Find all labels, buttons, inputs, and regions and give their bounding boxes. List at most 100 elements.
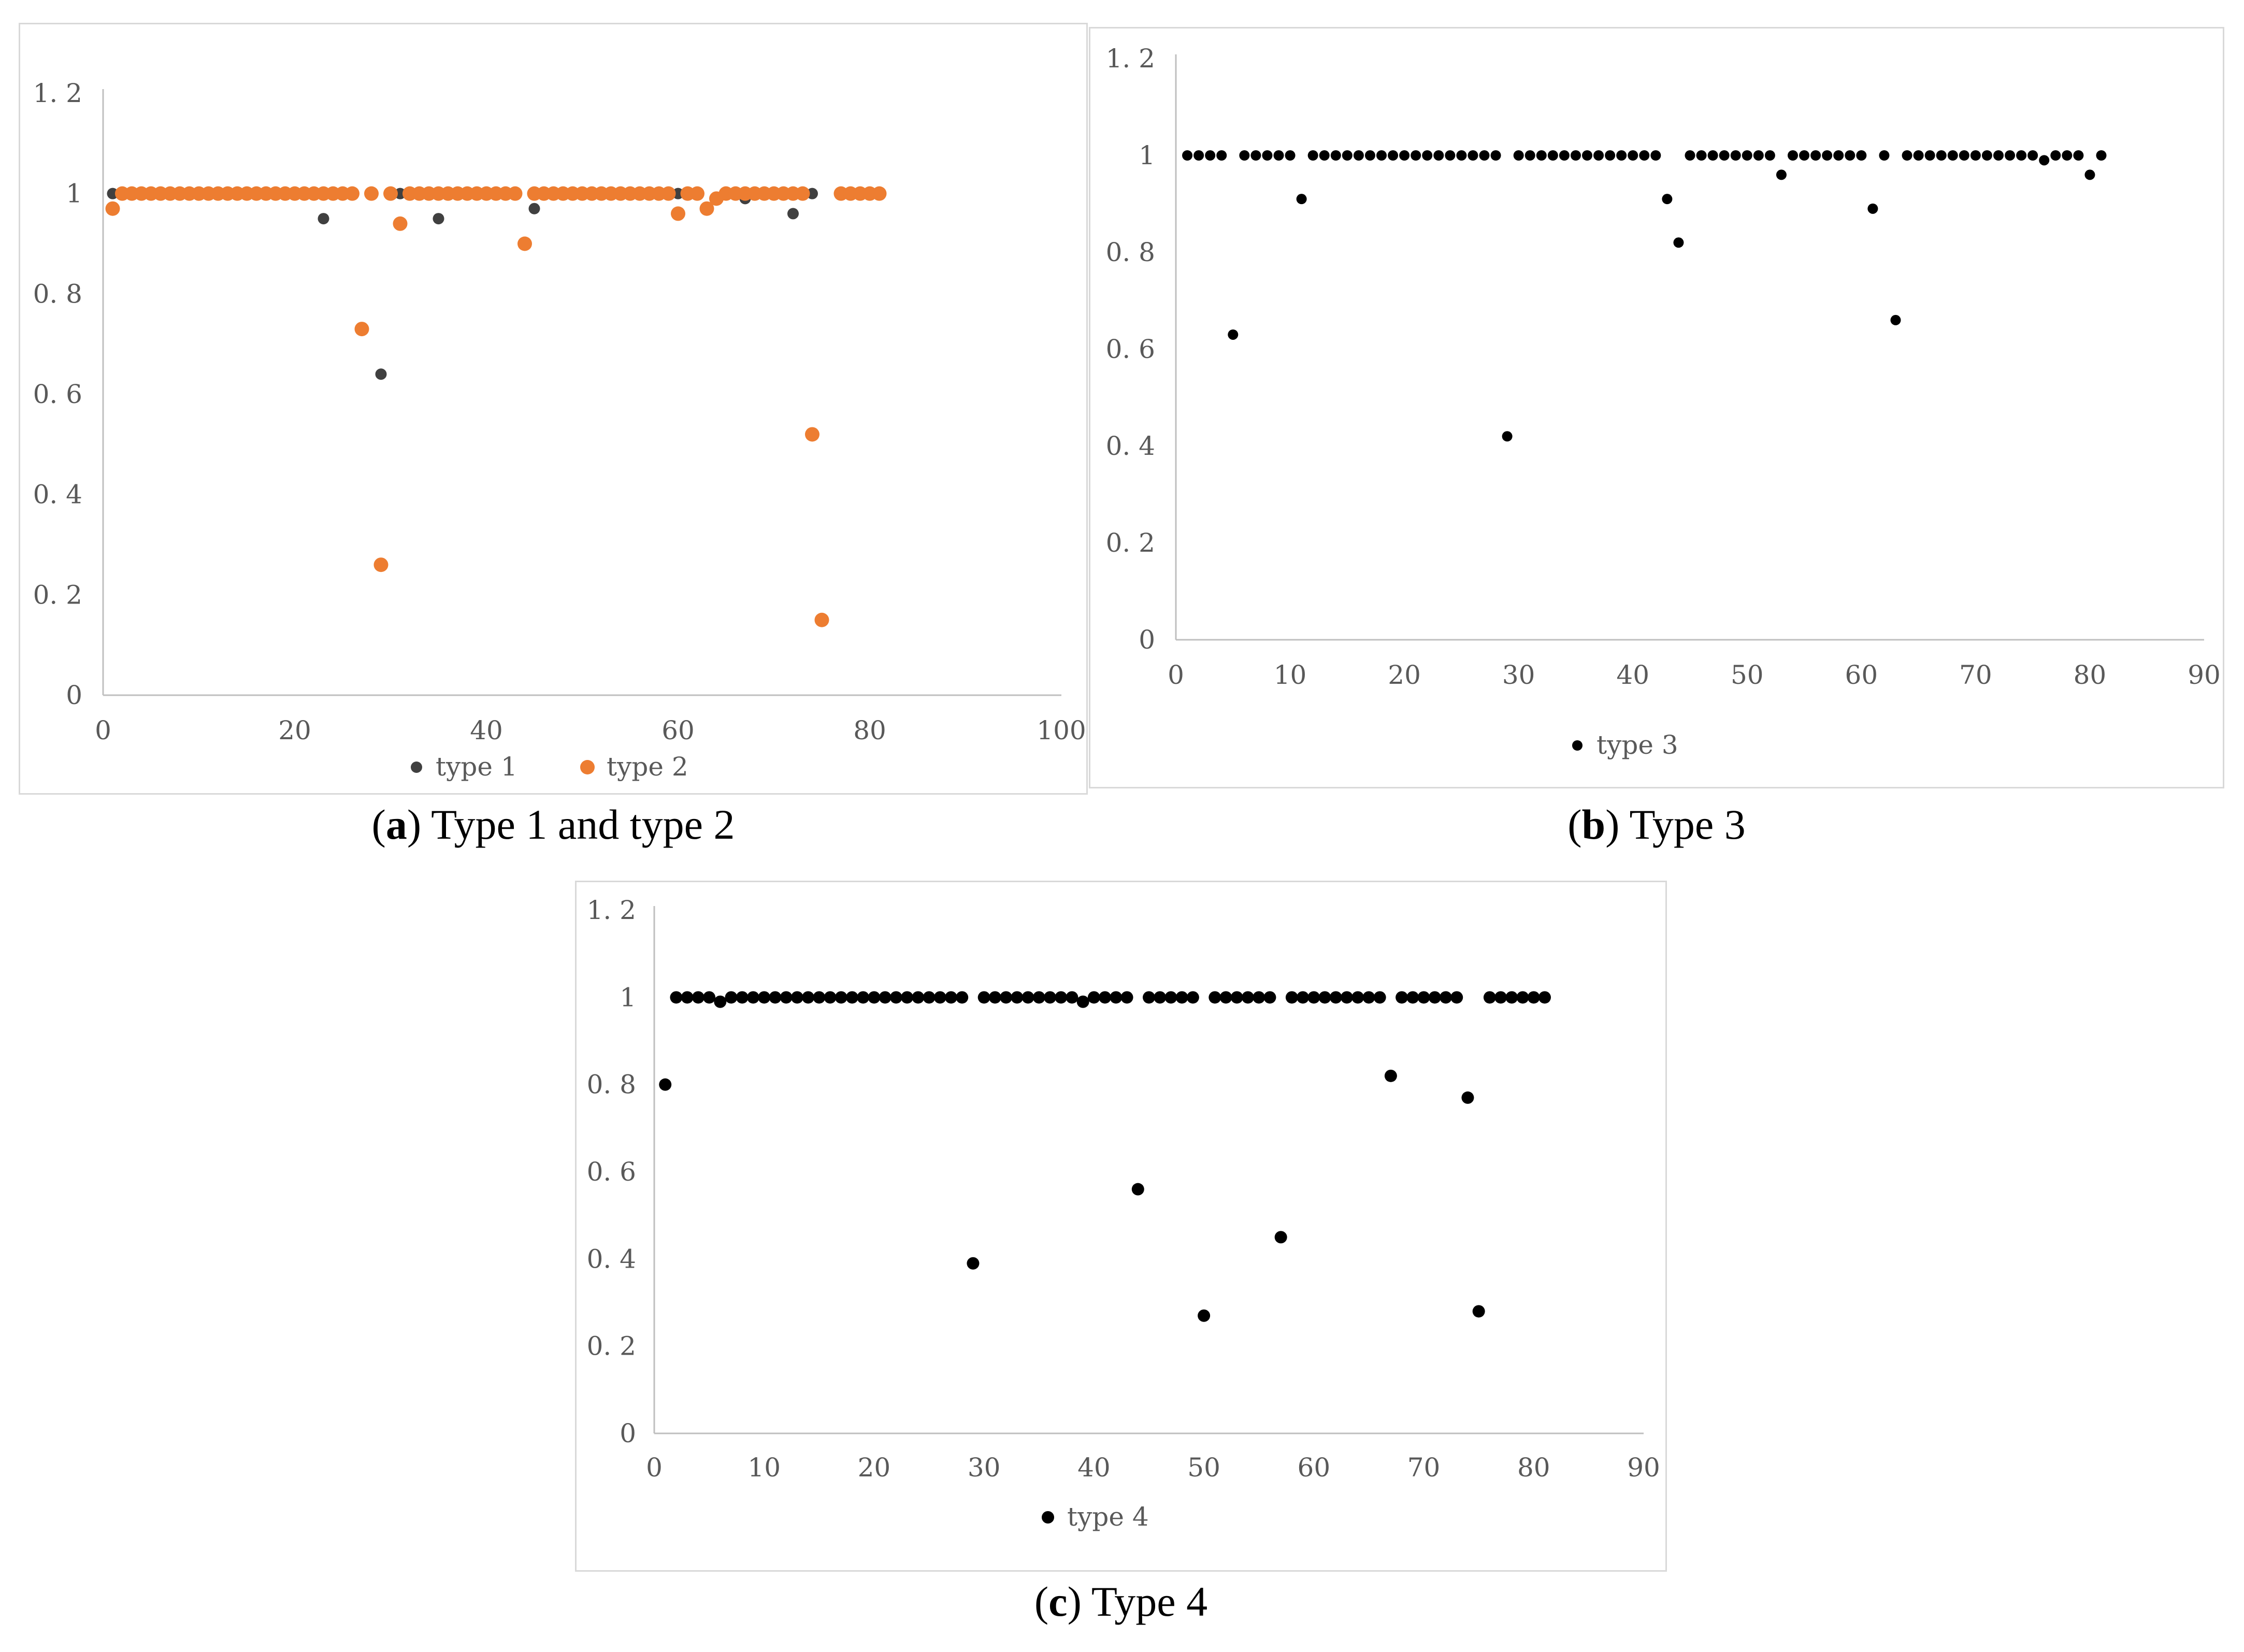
- data-point-type-4: [1011, 991, 1024, 1004]
- data-point-type-4: [1362, 991, 1375, 1004]
- data-point-type-3: [1570, 150, 1581, 161]
- data-point-type-4: [1516, 991, 1529, 1004]
- data-point-type-3: [1193, 150, 1204, 161]
- data-point-type-4: [1307, 991, 1320, 1004]
- data-point-type-4: [736, 991, 749, 1004]
- data-point-type-3: [1479, 150, 1490, 161]
- data-point-type-3: [1239, 150, 1250, 161]
- data-point-type-3: [1981, 150, 1992, 161]
- data-point-type-3: [1422, 150, 1433, 161]
- data-point-type-3: [1524, 150, 1535, 161]
- data-point-type-4: [988, 991, 1001, 1004]
- data-point-type-2: [373, 557, 389, 572]
- data-point-type-3: [1764, 150, 1775, 161]
- data-point-type-4: [923, 991, 936, 1004]
- x-tick-label: 50: [1187, 1453, 1220, 1483]
- data-point-type-4: [1186, 991, 1199, 1004]
- x-tick-label: 10: [1274, 660, 1307, 690]
- chart-b-svg: 0 0. 2 0. 4 0. 6 0. 8 1 1. 2 0 10 20 30 40 50 60 70 80 9…: [1106, 44, 2221, 760]
- data-point-type-3: [1936, 150, 1947, 161]
- x-tick-label: 100: [1037, 715, 1086, 745]
- chart-c-svg: 0 0. 2 0. 4 0. 6 0. 8 1 1. 2 0 10 20 30 40 50 60 70 80 9…: [587, 895, 1660, 1532]
- data-point-type-4: [857, 991, 870, 1004]
- data-point-type-1: [433, 213, 444, 225]
- data-point-type-4: [747, 991, 759, 1004]
- data-point-type-4: [1131, 1183, 1144, 1196]
- y-tick-label: 0: [1139, 625, 1155, 655]
- data-point-type-3: [1285, 150, 1296, 161]
- legend-marker: [1042, 1511, 1054, 1524]
- data-point-type-3: [1913, 150, 1924, 161]
- caption-b-letter: b: [1581, 801, 1606, 848]
- data-point-type-4: [835, 991, 847, 1004]
- data-point-type-3: [1228, 329, 1239, 340]
- y-tick-label: 1: [66, 179, 82, 209]
- data-point-type-3: [1776, 169, 1787, 180]
- data-point-type-4: [1417, 991, 1430, 1004]
- x-tick-label: 20: [1388, 660, 1421, 690]
- data-point-type-3: [1947, 150, 1958, 161]
- y-tick-label: 1: [1139, 140, 1155, 170]
- data-point-type-3: [1513, 150, 1524, 161]
- data-point-type-3: [1685, 150, 1695, 161]
- data-point-type-1: [672, 188, 684, 199]
- data-point-type-4: [1505, 991, 1518, 1004]
- data-point-type-3: [1411, 150, 1421, 161]
- data-point-type-2: [795, 186, 810, 201]
- data-point-type-4: [1285, 991, 1298, 1004]
- data-point-type-3: [1753, 150, 1764, 161]
- caption-b: (b) Type 3: [1567, 801, 1746, 848]
- x-tick-label: 80: [853, 715, 886, 745]
- caption-a-letter: a: [385, 801, 407, 848]
- data-point-type-4: [1440, 991, 1452, 1004]
- data-point-type-4: [846, 991, 858, 1004]
- data-point-type-4: [1341, 991, 1353, 1004]
- data-point-type-3: [1788, 150, 1798, 161]
- x-tick-label: 0: [646, 1453, 663, 1483]
- data-point-type-3: [1547, 150, 1558, 161]
- data-point-type-4: [889, 991, 902, 1004]
- data-point-type-4: [933, 991, 946, 1004]
- y-tick-label: 0. 6: [33, 379, 82, 409]
- data-point-type-4: [1110, 991, 1123, 1004]
- data-point-type-4: [879, 991, 891, 1004]
- data-point-type-4: [813, 991, 826, 1004]
- data-point-type-4: [659, 1078, 672, 1091]
- x-tick-label: 20: [858, 1453, 891, 1483]
- y-tick-label: 1. 2: [587, 895, 636, 925]
- data-point-type-3: [1742, 150, 1752, 161]
- data-point-type-4: [1154, 991, 1167, 1004]
- data-point-type-3: [1364, 150, 1375, 161]
- data-point-type-3: [1799, 150, 1810, 161]
- data-point-type-3: [1856, 150, 1867, 161]
- data-point-type-4: [977, 991, 990, 1004]
- data-point-type-4: [1087, 991, 1100, 1004]
- data-point-type-4: [1209, 991, 1221, 1004]
- data-point-type-2: [364, 186, 379, 201]
- data-point-type-3: [1502, 431, 1513, 442]
- data-point-type-3: [1730, 150, 1741, 161]
- data-point-type-4: [1527, 991, 1540, 1004]
- data-point-type-3: [1445, 150, 1456, 161]
- data-point-type-3: [1719, 150, 1730, 161]
- y-tick-label: 0. 6: [587, 1157, 636, 1187]
- y-tick-label: 0. 2: [1106, 528, 1155, 558]
- data-point-type-3: [1867, 203, 1878, 214]
- data-point-type-4: [1032, 991, 1045, 1004]
- data-point-type-3: [1182, 150, 1193, 161]
- y-tick-label: 0: [66, 680, 82, 710]
- data-point-type-3: [1205, 150, 1216, 161]
- data-point-type-3: [1559, 150, 1570, 161]
- data-point-type-3: [1582, 150, 1592, 161]
- data-point-type-3: [1216, 150, 1227, 161]
- data-point-type-2: [872, 186, 887, 201]
- data-point-type-4: [1055, 991, 1068, 1004]
- data-point-type-3: [1353, 150, 1364, 161]
- data-point-type-3: [1879, 150, 1890, 161]
- data-point-type-4: [824, 991, 837, 1004]
- data-point-type-4: [901, 991, 914, 1004]
- data-point-type-3: [1399, 150, 1410, 161]
- data-point-type-3: [2084, 169, 2095, 180]
- data-point-type-3: [1662, 194, 1673, 205]
- x-tick-label: 70: [1959, 660, 1992, 690]
